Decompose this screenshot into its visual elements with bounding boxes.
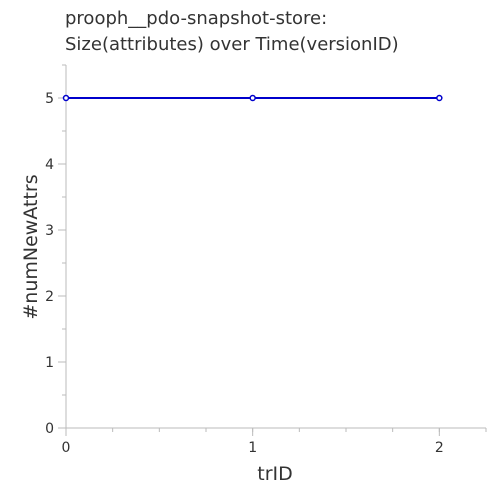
data-point bbox=[436, 94, 443, 102]
x-tick-label: 0 bbox=[62, 440, 71, 456]
y-tick-label: 1 bbox=[45, 355, 54, 371]
ticks: 0 1 2 3 4 5 0 1 2 bbox=[45, 64, 487, 456]
data-point bbox=[62, 94, 70, 102]
y-axis-title: #numNewAttrs bbox=[20, 174, 42, 319]
y-tick-label: 4 bbox=[45, 157, 54, 173]
y-tick-label: 5 bbox=[45, 91, 54, 107]
axes bbox=[65, 65, 486, 429]
data-point bbox=[249, 94, 256, 102]
x-axis-title: trID bbox=[257, 463, 293, 485]
y-tick-label: 3 bbox=[45, 223, 54, 239]
y-tick-label: 0 bbox=[45, 421, 54, 437]
x-tick-label: 2 bbox=[435, 440, 444, 456]
x-tick-label: 1 bbox=[248, 440, 257, 456]
y-tick-label: 2 bbox=[45, 289, 54, 305]
chart-title-line-2: Size(attributes) over Time(versionID) bbox=[65, 34, 399, 55]
series bbox=[62, 94, 443, 102]
chart-title-line-1: prooph__pdo-snapshot-store: bbox=[65, 8, 327, 29]
